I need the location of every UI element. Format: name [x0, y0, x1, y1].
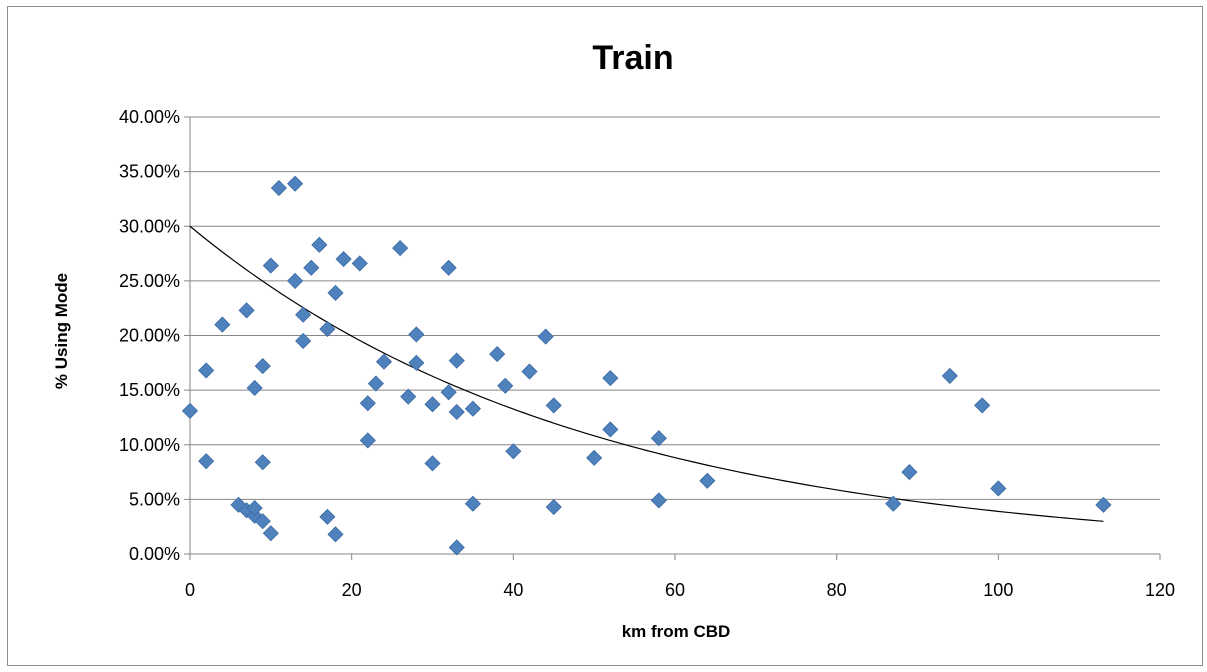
- data-point: [351, 255, 368, 272]
- gridlines: [190, 116, 1160, 500]
- data-point: [505, 443, 522, 460]
- data-point: [699, 472, 716, 489]
- y-tick-label: 20.00%: [119, 326, 180, 346]
- data-point: [319, 508, 336, 525]
- data-point: [497, 377, 514, 394]
- data-point: [295, 306, 312, 323]
- x-axis-tick-labels: 0 20 40 60 80 100 120: [185, 580, 1175, 600]
- y-tick-label: 35.00%: [119, 162, 180, 182]
- data-point: [400, 388, 417, 405]
- x-tick-label: 60: [665, 580, 685, 600]
- data-point: [319, 320, 336, 338]
- data-point: [214, 316, 231, 333]
- data-point: [1095, 496, 1112, 513]
- data-point: [521, 363, 538, 380]
- data-point: [335, 250, 352, 268]
- data-point: [545, 397, 562, 414]
- chart-title: Train: [592, 39, 673, 77]
- data-point: [327, 284, 344, 301]
- x-axis-title: km from CBD: [622, 622, 731, 641]
- x-tick-label: 80: [827, 580, 847, 600]
- data-point: [246, 500, 263, 517]
- data-point: [489, 346, 506, 363]
- data-point: [424, 396, 441, 413]
- data-point: [990, 480, 1007, 497]
- data-point: [974, 397, 991, 414]
- y-tick-label: 40.00%: [119, 107, 180, 127]
- axes: [184, 116, 1161, 560]
- data-point: [448, 539, 465, 556]
- data-point: [448, 352, 465, 369]
- x-tick-label: 0: [185, 580, 195, 600]
- data-point: [375, 353, 393, 370]
- data-point: [408, 326, 425, 343]
- data-point: [230, 496, 247, 513]
- y-tick-label: 30.00%: [119, 216, 180, 236]
- data-point: [440, 384, 457, 401]
- data-point: [602, 370, 619, 387]
- data-point: [901, 463, 918, 481]
- data-point: [545, 498, 562, 516]
- data-point: [327, 526, 344, 543]
- data-point: [254, 358, 271, 375]
- data-point: [448, 403, 465, 421]
- trendline: [189, 225, 1104, 522]
- data-point: [408, 354, 425, 371]
- y-tick-label: 10.00%: [119, 435, 180, 455]
- data-point: [650, 492, 667, 509]
- y-tick-label: 5.00%: [129, 489, 180, 509]
- data-point: [464, 400, 481, 417]
- data-point: [262, 525, 279, 542]
- data-point: [602, 421, 619, 438]
- data-point: [941, 367, 958, 384]
- y-tick-label: 25.00%: [119, 271, 180, 291]
- data-point: [287, 175, 304, 192]
- data-point: [359, 395, 376, 412]
- data-point: [198, 362, 215, 379]
- data-point: [238, 302, 255, 319]
- data-point: [586, 449, 603, 466]
- data-point: [295, 332, 312, 350]
- trendline-layer: [189, 225, 1104, 522]
- data-point: [254, 513, 271, 530]
- data-point: [367, 375, 384, 392]
- data-point: [311, 236, 328, 253]
- data-point: [246, 379, 263, 397]
- data-point: [303, 259, 320, 276]
- data-point: [392, 240, 409, 257]
- x-tick-label: 120: [1145, 580, 1175, 600]
- data-point: [254, 454, 271, 471]
- data-point: [464, 495, 481, 512]
- data-point: [198, 453, 215, 470]
- data-point: [537, 328, 554, 345]
- data-point: [359, 432, 376, 449]
- x-tick-label: 20: [342, 580, 362, 600]
- y-axis-title: % Using Mode: [52, 273, 71, 389]
- data-point: [262, 257, 279, 274]
- data-point: [287, 272, 304, 289]
- data-point: [650, 430, 667, 447]
- data-point: [270, 179, 287, 197]
- data-point: [440, 259, 457, 276]
- data-point: [424, 455, 441, 472]
- x-tick-label: 40: [503, 580, 523, 600]
- y-tick-label: 15.00%: [119, 380, 180, 400]
- y-tick-label: 0.00%: [129, 544, 180, 564]
- data-point: [885, 495, 902, 512]
- data-points: [181, 175, 1112, 556]
- data-point: [181, 402, 199, 419]
- y-axis-tick-labels: 0.00% 5.00% 10.00% 15.00% 20.00% 25.00% 30.00%…: [119, 107, 180, 564]
- x-tick-label: 100: [983, 580, 1013, 600]
